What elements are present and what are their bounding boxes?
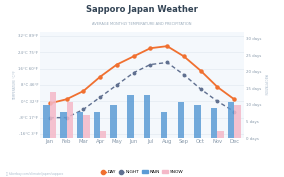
Bar [43,105,50,138]
Legend: DAY, NIGHT, RAIN, SNOW: DAY, NIGHT, RAIN, SNOW [99,169,185,176]
Bar [127,95,133,138]
Bar [234,105,241,138]
Bar [161,112,167,138]
Bar [66,102,73,138]
Bar [218,131,224,138]
Bar [60,112,66,138]
Y-axis label: TEMPERATURE °C/°F: TEMPERATURE °C/°F [13,70,17,100]
Text: AVERAGE MONTHLY TEMPERATURE AND PRECIPITATION: AVERAGE MONTHLY TEMPERATURE AND PRECIPIT… [92,22,192,26]
Bar [83,115,90,138]
Bar [144,95,151,138]
Y-axis label: PRECIPITATION: PRECIPITATION [263,74,267,96]
Bar [94,112,100,138]
Bar [178,102,184,138]
Bar [228,102,234,138]
Bar [50,92,56,138]
Bar [110,105,117,138]
Text: Ⓢ hikerbay.com/climate/japan/sapporo: Ⓢ hikerbay.com/climate/japan/sapporo [6,172,63,176]
Text: Sapporo Japan Weather: Sapporo Japan Weather [86,5,198,14]
Bar [211,108,218,138]
Bar [77,112,83,138]
Bar [194,105,201,138]
Bar [100,131,106,138]
